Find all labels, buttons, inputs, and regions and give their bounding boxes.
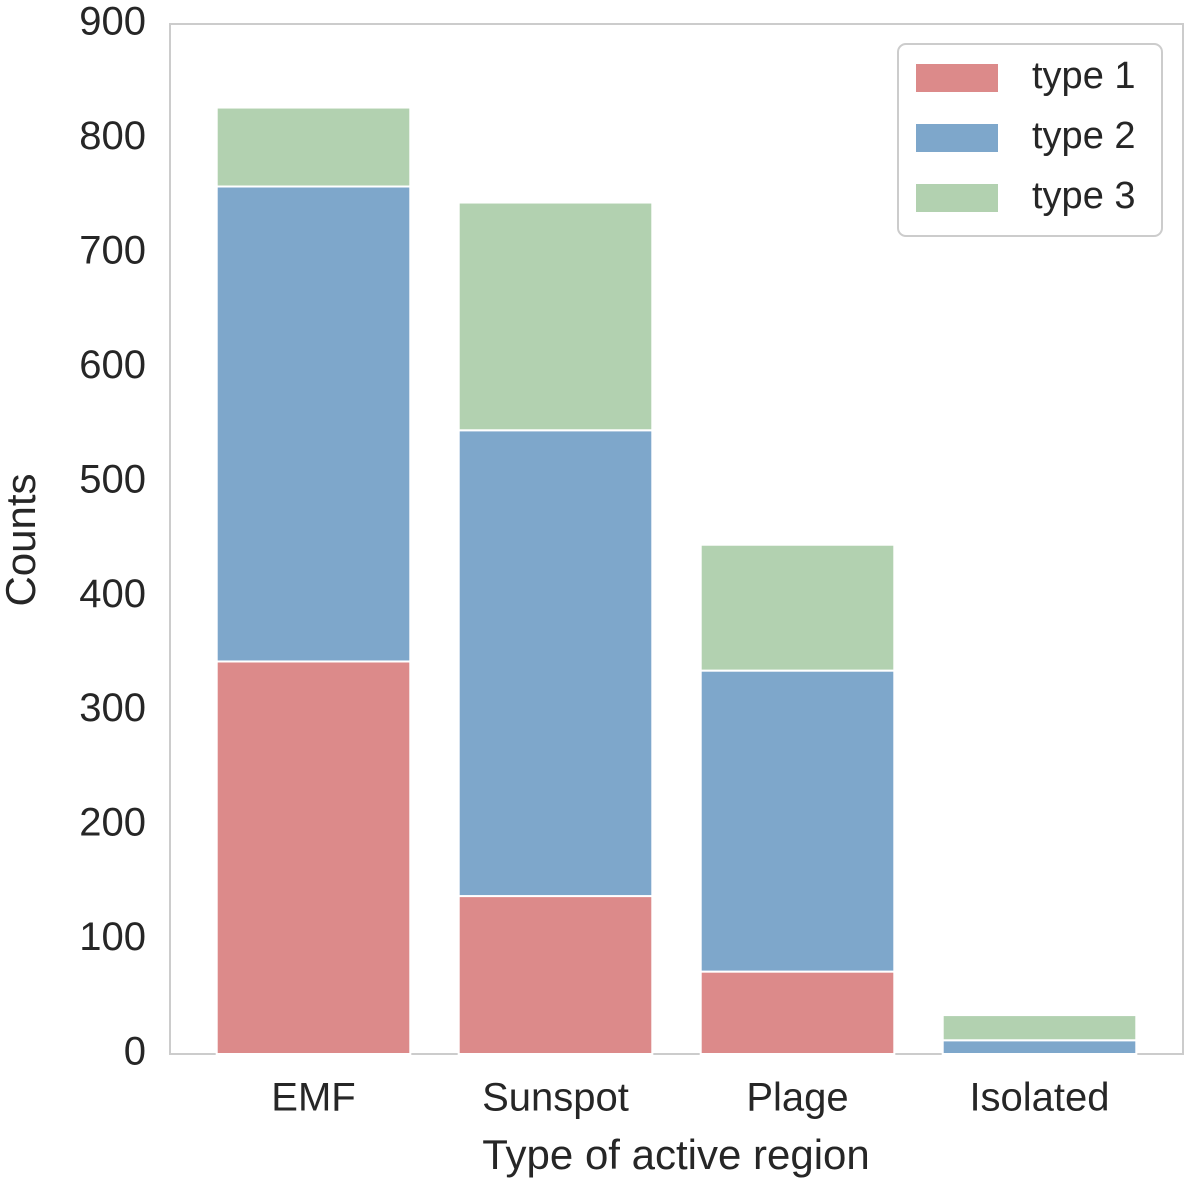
legend-label: type 1 [1032, 55, 1136, 97]
bar-segment [699, 543, 896, 672]
bar-segment [215, 185, 412, 663]
bar-segment [457, 895, 654, 1055]
bar-segment [699, 669, 896, 973]
legend-label: type 3 [1032, 175, 1136, 217]
legend-swatch [916, 124, 998, 152]
y-axis-label: Counts [0, 473, 44, 606]
legend-swatch [916, 184, 998, 212]
bar-segment [457, 201, 654, 432]
x-tick-label: Isolated [969, 1076, 1109, 1120]
bar-segment [457, 429, 654, 898]
y-tick-label: 0 [124, 1030, 146, 1074]
bar-segment [699, 970, 896, 1055]
x-axis-label: Type of active region [482, 1131, 870, 1178]
plot-frame [169, 23, 1184, 1055]
x-tick-label: EMF [271, 1076, 355, 1120]
y-tick-label: 900 [79, 0, 146, 44]
x-tick-label: Plage [746, 1076, 848, 1120]
bar-segment [941, 1039, 1138, 1056]
bar-segment [215, 660, 412, 1055]
y-tick-label: 600 [79, 343, 146, 387]
bar-segment [215, 106, 412, 188]
legend-swatch [916, 64, 998, 92]
y-tick-label: 100 [79, 915, 146, 959]
bar-segment [941, 1014, 1138, 1042]
y-tick-label: 700 [79, 228, 146, 272]
y-tick-label: 300 [79, 686, 146, 730]
legend-label: type 2 [1032, 115, 1136, 157]
x-tick-label: Sunspot [482, 1076, 629, 1120]
y-tick-label: 800 [79, 114, 146, 158]
y-tick-label: 400 [79, 572, 146, 616]
y-tick-label: 200 [79, 801, 146, 845]
y-tick-label: 500 [79, 457, 146, 501]
